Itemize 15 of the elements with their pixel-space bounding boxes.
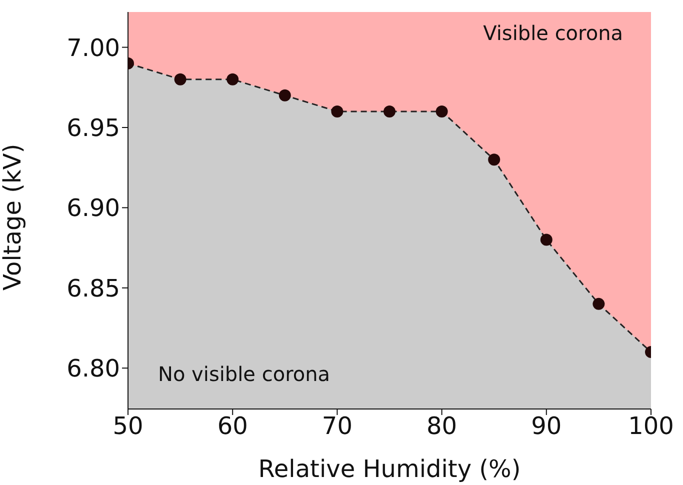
y-tick-label: 6.85: [66, 274, 120, 302]
x-tick-label: 50: [112, 412, 144, 440]
x-tick-label: 100: [628, 412, 674, 440]
y-tick-label: 6.80: [66, 354, 120, 383]
x-tick-label: 70: [322, 412, 352, 440]
x-tick-label: 90: [531, 412, 562, 440]
y-tick-label: 6.90: [66, 194, 120, 222]
x-axis-title: Relative Humidity (%): [258, 455, 521, 483]
y-axis-title: Voltage (kV): [0, 144, 27, 290]
x-tick-label: 60: [217, 412, 248, 440]
annotation: No visible corona: [158, 362, 330, 386]
y-tick-label: 6.95: [66, 114, 120, 142]
band-label: Visible corona: [483, 21, 623, 46]
y-tick-label: 7.00: [66, 34, 120, 62]
x-tick-label: 80: [426, 412, 458, 440]
